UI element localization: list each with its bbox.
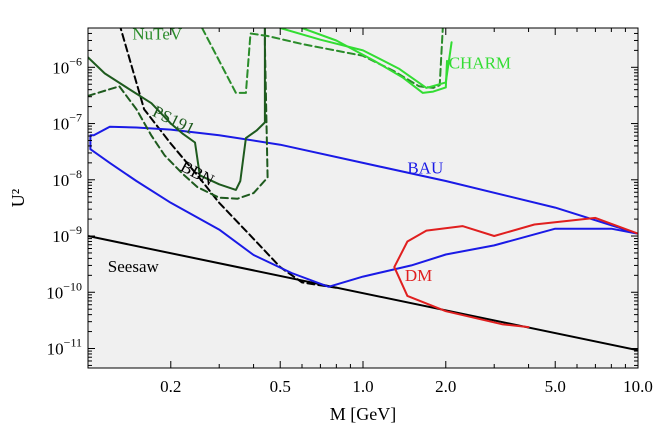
series-layer <box>88 28 638 352</box>
x-tick-label: 10.0 <box>623 377 653 396</box>
series-line-ps191-5 <box>88 28 269 200</box>
annotation-seesaw: Seesaw <box>108 257 160 276</box>
series-line-bbn-1 <box>119 28 338 289</box>
plot-background <box>88 28 638 368</box>
annotation-dm: DM <box>405 266 432 285</box>
series-line-dm-3 <box>393 216 638 329</box>
y-tick-label: 10−8 <box>52 167 82 190</box>
x-tick-label: 5.0 <box>545 377 566 396</box>
x-tick-label: 1.0 <box>352 377 373 396</box>
x-tick-label: 0.5 <box>270 377 291 396</box>
series-line-bau-2 <box>89 125 638 288</box>
series-line-ps191-4 <box>88 28 266 191</box>
y-tick-label: 10−10 <box>46 279 82 302</box>
y-tick-label: 10−7 <box>52 111 82 134</box>
y-tick-label: 10−9 <box>52 223 82 246</box>
tick-layer: 0.2 0.5 1.0 2.0 5.0 10.0 10−11 10−10 10−9 10−8 10−… <box>46 27 653 396</box>
y-tick-label: 10−11 <box>47 335 82 358</box>
series-line-charm-8 <box>301 28 448 94</box>
series-line-seesaw-0 <box>88 235 638 352</box>
x-tick-label: 2.0 <box>435 377 456 396</box>
annotation-bau: BAU <box>407 158 443 177</box>
y-tick-label: 10−6 <box>52 54 82 77</box>
y-axis-title: U² <box>8 189 28 207</box>
x-tick-label: 0.2 <box>160 377 181 396</box>
x-axis-title: M [GeV] <box>330 404 396 424</box>
annotation-charm: CHARM <box>449 54 511 73</box>
series-line-nutev-6 <box>201 28 444 94</box>
